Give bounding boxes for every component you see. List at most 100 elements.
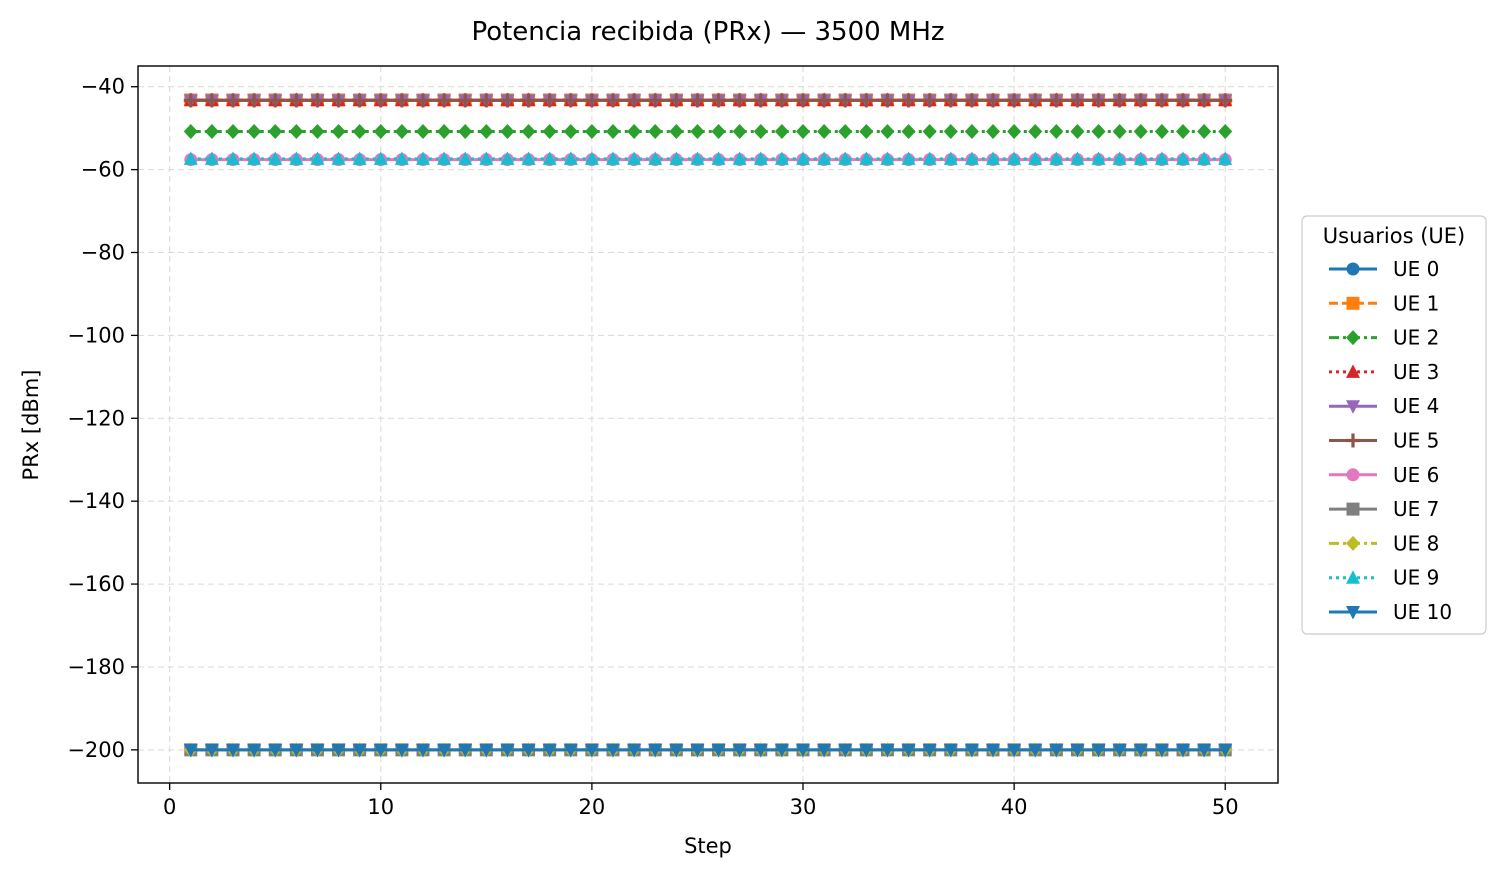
data-point <box>690 151 705 165</box>
legend-marker <box>1346 330 1360 346</box>
data-point <box>1049 743 1064 758</box>
data-point <box>394 743 409 758</box>
data-point <box>226 743 240 758</box>
legend-item: UE 10 <box>1329 600 1452 624</box>
data-point <box>563 151 578 165</box>
legend-marker <box>1346 262 1360 276</box>
legend-item: UE 8 <box>1329 531 1439 555</box>
data-point <box>880 93 895 108</box>
data-point <box>416 743 430 758</box>
data-point <box>1154 151 1169 165</box>
data-point <box>627 151 642 165</box>
data-point <box>352 123 367 139</box>
series-ue-5 <box>183 93 1233 108</box>
legend-item: UE 1 <box>1329 291 1439 315</box>
y-tick-label: −100 <box>67 323 125 347</box>
chart-title: Potencia recibida (PRx) — 3500 MHz <box>471 17 944 47</box>
y-tick-label: −40 <box>81 75 125 99</box>
data-point <box>817 743 832 758</box>
data-point <box>479 743 494 758</box>
data-point <box>563 123 578 139</box>
data-point <box>964 93 979 108</box>
data-point <box>986 93 1000 108</box>
data-point <box>943 123 958 139</box>
x-tick-label: 0 <box>163 795 176 819</box>
data-point <box>183 151 198 165</box>
data-point <box>648 743 663 758</box>
data-point <box>859 151 874 165</box>
data-point <box>1154 743 1169 758</box>
y-tick-label: −140 <box>67 489 125 513</box>
data-point <box>943 93 958 108</box>
y-tick-label: −200 <box>67 738 125 762</box>
data-point <box>1091 123 1106 139</box>
data-point <box>1091 151 1106 165</box>
data-point <box>986 151 1000 165</box>
data-point <box>1176 123 1190 139</box>
data-point <box>352 151 367 165</box>
data-point <box>880 743 895 758</box>
data-point <box>310 123 325 139</box>
legend-item: UE 4 <box>1329 394 1439 418</box>
data-point <box>1049 151 1064 165</box>
data-point <box>1091 93 1106 108</box>
data-point <box>1176 151 1190 165</box>
data-point <box>859 93 874 108</box>
legend-marker <box>1346 535 1360 551</box>
legend-label: UE 5 <box>1393 429 1439 453</box>
data-point <box>1070 123 1085 139</box>
data-point <box>373 123 388 139</box>
data-point <box>584 123 599 139</box>
legend: Usuarios (UE) UE 0UE 1UE 2UE 3UE 4UE 5UE… <box>1301 215 1487 635</box>
data-point <box>542 151 557 165</box>
data-point <box>310 151 325 165</box>
data-point <box>183 123 198 139</box>
data-point <box>648 93 663 108</box>
data-point <box>796 151 810 165</box>
data-point <box>268 151 283 165</box>
data-point <box>1218 151 1233 165</box>
data-point <box>479 151 494 165</box>
data-point <box>774 151 789 165</box>
data-point <box>1154 123 1169 139</box>
legend-marker <box>1346 606 1360 620</box>
data-point <box>922 93 937 108</box>
legend-item: UE 3 <box>1329 360 1439 384</box>
legend-label: UE 4 <box>1393 394 1439 418</box>
data-point <box>1133 743 1148 758</box>
data-point <box>627 123 642 139</box>
data-point <box>1197 743 1212 758</box>
data-point <box>817 93 832 108</box>
data-point <box>1028 151 1043 165</box>
data-point <box>247 123 262 139</box>
y-tick-label: −60 <box>81 158 125 182</box>
data-point <box>373 151 388 165</box>
data-point <box>922 743 937 758</box>
data-point <box>606 123 620 139</box>
y-tick-label: −160 <box>67 572 125 596</box>
data-point <box>964 123 979 139</box>
data-point <box>648 151 663 165</box>
x-tick-label: 20 <box>579 795 606 819</box>
data-point <box>1133 93 1148 108</box>
data-point <box>753 743 768 758</box>
data-point <box>1070 151 1085 165</box>
grid-layer <box>138 66 1278 783</box>
x-axis-label: Step <box>684 834 732 858</box>
data-point <box>1028 123 1043 139</box>
data-point <box>352 743 367 758</box>
data-point <box>289 151 304 165</box>
data-point <box>1112 743 1127 758</box>
legend-box <box>1301 215 1487 635</box>
data-point <box>711 93 726 108</box>
data-point <box>521 93 536 108</box>
data-point <box>310 743 325 758</box>
legend-label: UE 3 <box>1393 360 1439 384</box>
data-point <box>394 123 409 139</box>
legend-item: UE 9 <box>1329 566 1439 590</box>
legend-label: UE 0 <box>1393 257 1439 281</box>
legend-label: UE 9 <box>1393 566 1439 590</box>
data-point <box>289 123 304 139</box>
series-layer <box>183 92 1233 758</box>
